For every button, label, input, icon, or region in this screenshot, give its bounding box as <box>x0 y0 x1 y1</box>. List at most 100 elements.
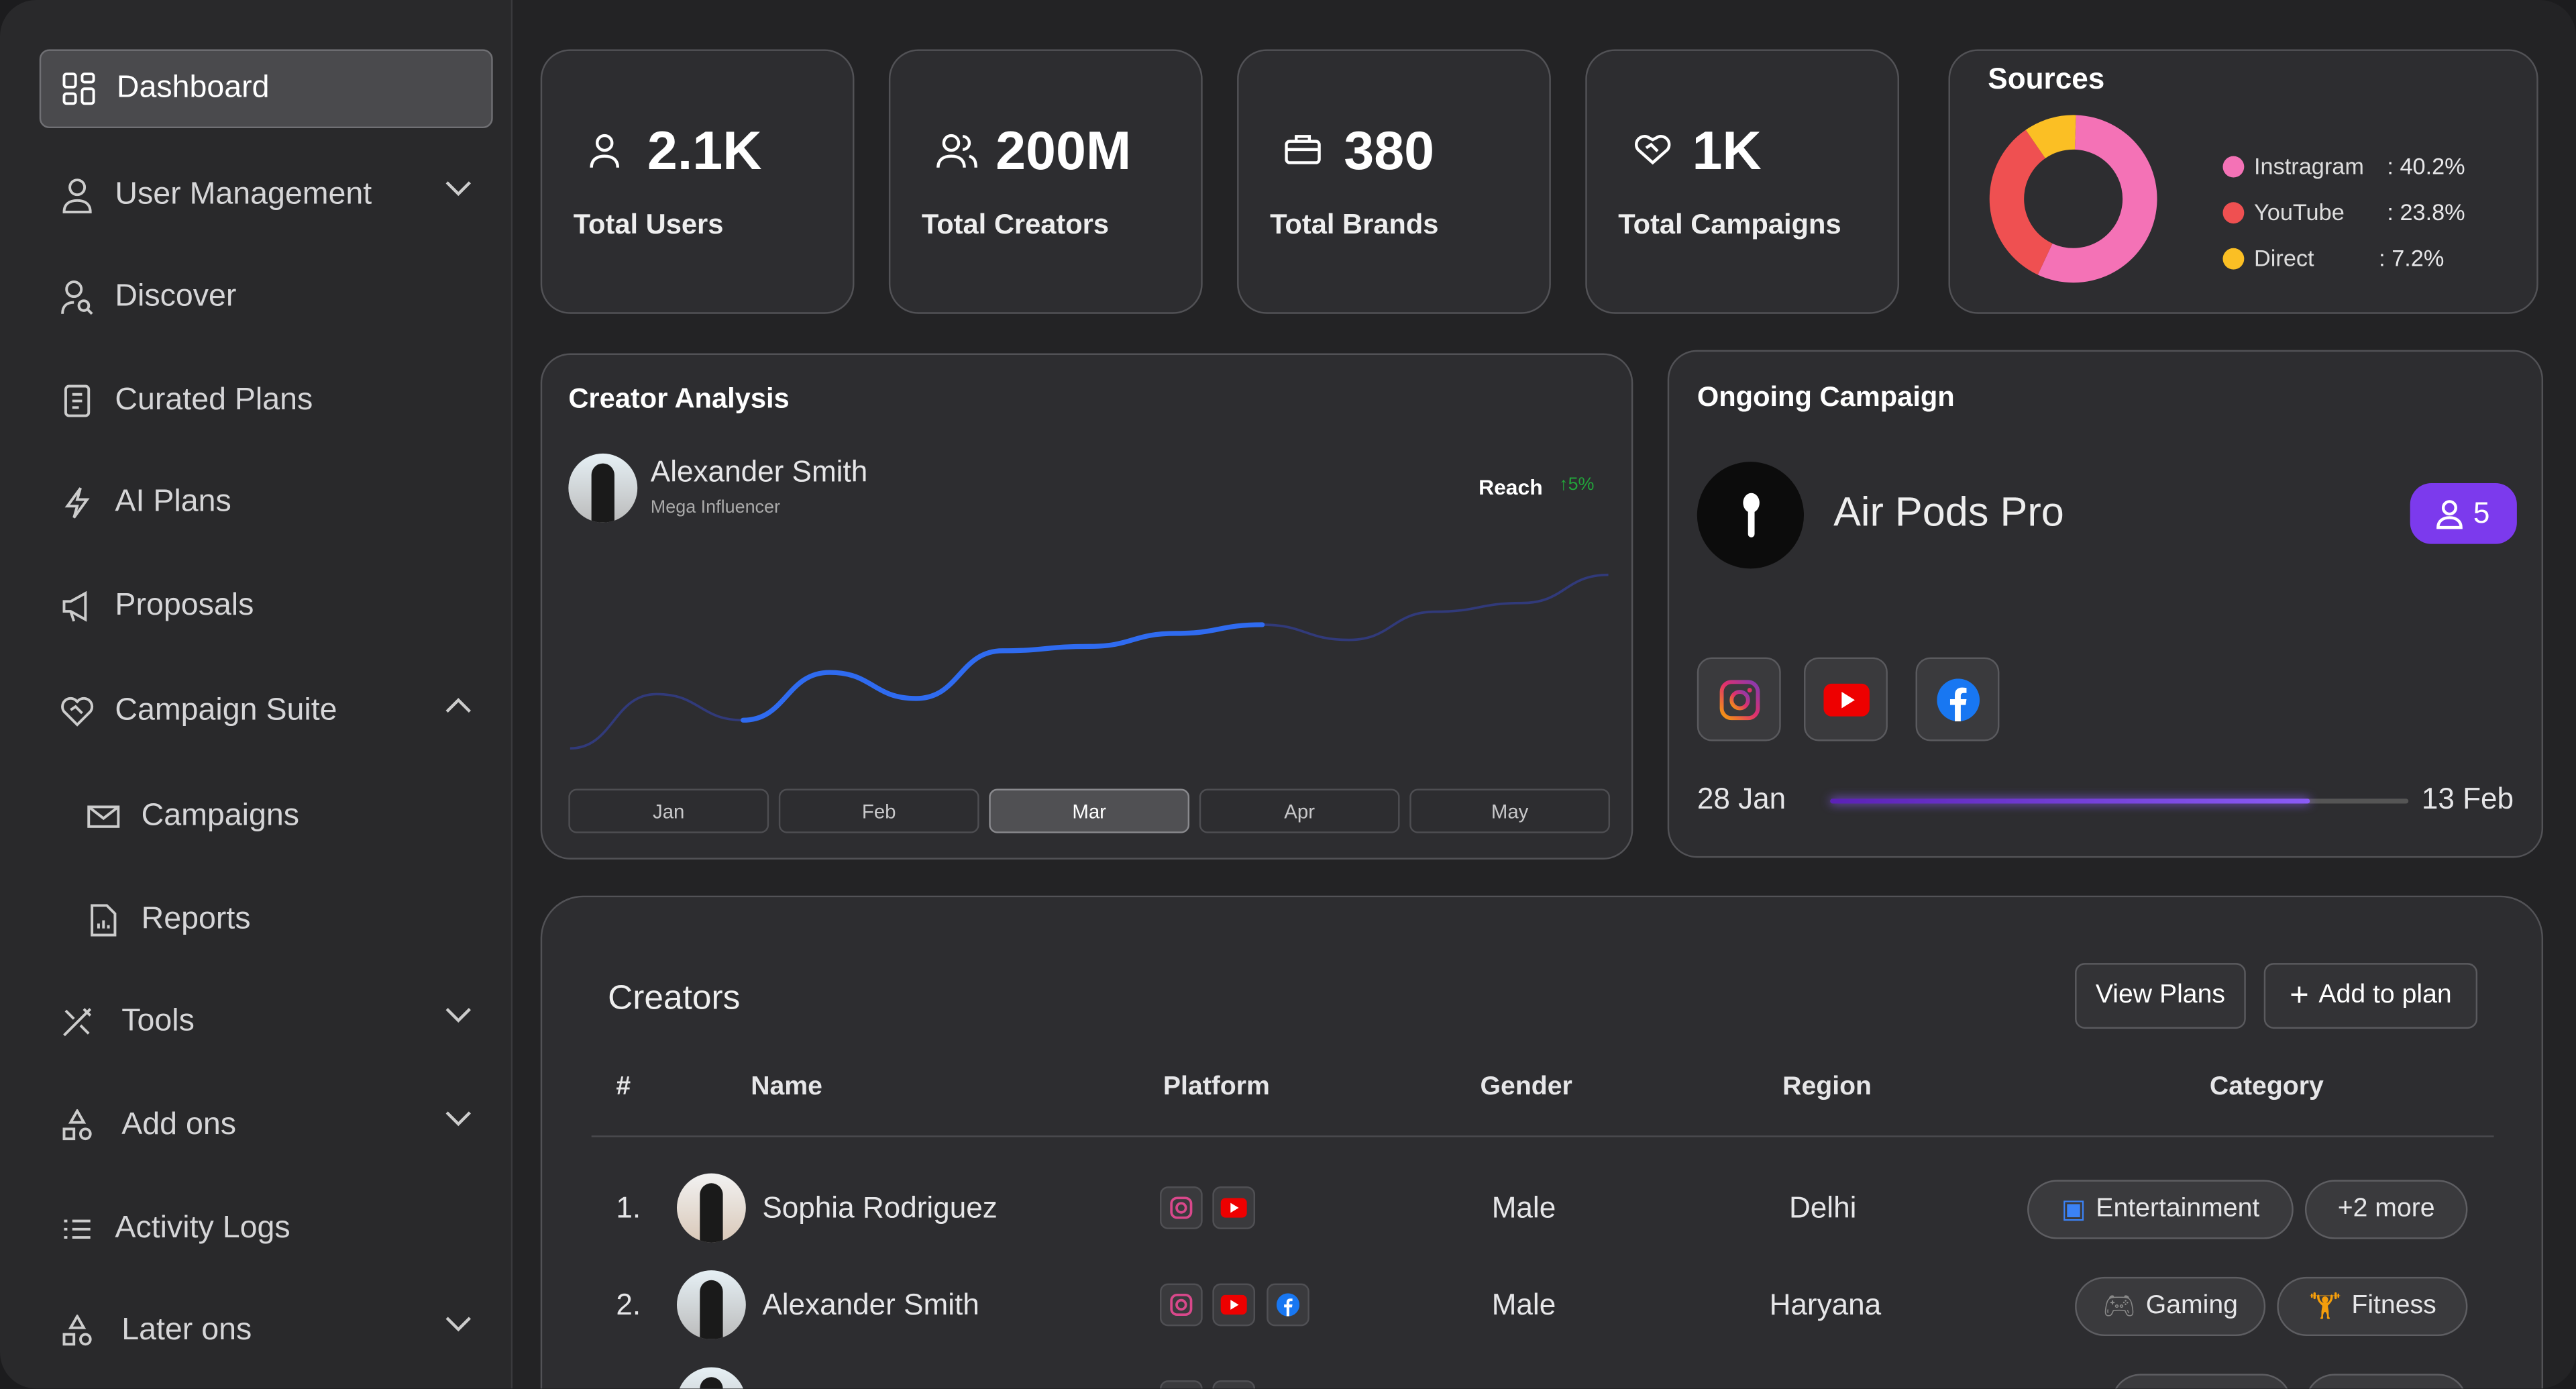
add-to-plan-button[interactable]: + Add to plan <box>2263 963 2478 1029</box>
legend-value: : 7.2% <box>2379 244 2445 272</box>
category-chip[interactable]: 🏋︎ Fitness <box>2277 1276 2468 1337</box>
airpods-icon <box>1742 492 1759 537</box>
gamepad-icon: 🎮︎ <box>2102 1293 2137 1321</box>
reach-change-value: 5% <box>1568 474 1595 495</box>
user-search-icon <box>59 279 95 315</box>
heart-handshake-icon <box>59 693 95 729</box>
facebook-button[interactable] <box>1915 657 2000 741</box>
sidebar-item-later-ons[interactable]: Later ons <box>40 1292 493 1371</box>
briefcase-icon <box>1285 135 1321 164</box>
region: Haryana <box>1769 1288 1882 1321</box>
sidebar-item-dashboard[interactable]: Dashboard <box>39 49 493 129</box>
stat-value: 200M <box>996 119 1132 181</box>
avatar <box>676 1173 746 1243</box>
stat-label: Total Users <box>573 209 724 240</box>
month-tab-jan[interactable]: Jan <box>568 788 769 833</box>
month-tab-feb[interactable]: Feb <box>778 788 979 833</box>
more-categories-chip[interactable]: +2 more <box>2304 1180 2468 1239</box>
stat-value: 2.1K <box>647 119 762 181</box>
view-plans-button[interactable]: View Plans <box>2075 963 2246 1029</box>
users-icon <box>936 134 977 168</box>
sidebar-item-proposals[interactable]: Proposals <box>40 567 493 646</box>
chevron-up-icon <box>445 698 471 713</box>
sidebar-item-reports[interactable]: Reports <box>66 881 519 960</box>
members-badge[interactable]: 5 <box>2410 483 2517 544</box>
sidebar-item-label: Reports <box>141 902 251 937</box>
avatar <box>676 1270 746 1339</box>
stat-card-brands: 380 Total Brands <box>1237 49 1551 314</box>
campaign-name: Air Pods Pro <box>1833 489 2064 536</box>
card-title: Creator Analysis <box>568 382 790 415</box>
column-header: Region <box>1782 1073 1872 1101</box>
legend-label: Instragram <box>2254 152 2364 179</box>
card-title: Creators <box>608 979 741 1017</box>
sidebar-item-label: Curated Plans <box>115 382 313 418</box>
sidebar-item-label: Tools <box>121 1004 195 1039</box>
sources-legend: Instragram: 40.2% YouTube: 23.8% Direct:… <box>2222 143 2465 281</box>
user-icon <box>590 134 620 168</box>
gender: Male <box>1491 1191 1556 1225</box>
sidebar-item-tools[interactable]: Tools <box>40 983 493 1062</box>
column-header: Platform <box>1163 1073 1270 1101</box>
row-number: 1. <box>616 1191 641 1225</box>
category-chip[interactable] <box>2304 1374 2468 1389</box>
stat-card-creators: 200M Total Creators <box>888 49 1203 314</box>
sidebar-item-user-management[interactable]: User Management <box>40 156 493 236</box>
creator-name[interactable]: Sophia Rodriguez <box>762 1191 998 1225</box>
sidebar: Dashboard User Management Discover Curat… <box>0 0 513 1389</box>
chevron-down-icon <box>445 1317 471 1332</box>
sidebar-item-discover[interactable]: Discover <box>40 258 493 337</box>
sidebar-item-ai-plans[interactable]: AI Plans <box>40 464 493 543</box>
divider <box>591 1135 2494 1137</box>
donut-slice-youtube <box>1989 130 2053 275</box>
reach-line <box>570 573 1609 750</box>
legend-label: YouTube <box>2254 199 2345 225</box>
legend-dot <box>2222 201 2245 223</box>
arrow-up-icon: ↑ <box>1559 474 1568 495</box>
campaign-progress-fill <box>1830 799 2310 804</box>
category-chip[interactable]: 🎮︎ Gaming <box>2075 1276 2266 1337</box>
donut-slice-direct <box>2025 115 2076 158</box>
instagram-icon <box>1159 1283 1203 1327</box>
heart-handshake-icon <box>1635 135 1671 165</box>
sidebar-item-add-ons[interactable]: Add ons <box>40 1086 493 1166</box>
megaphone-icon <box>59 588 95 625</box>
youtube-icon <box>1212 1186 1256 1229</box>
month-tab-apr[interactable]: Apr <box>1199 788 1400 833</box>
column-header: Gender <box>1480 1073 1572 1101</box>
sidebar-item-campaign-suite[interactable]: Campaign Suite <box>40 672 493 752</box>
facebook-icon <box>1936 678 1979 721</box>
stat-value: 380 <box>1344 119 1435 181</box>
month-tab-may[interactable]: May <box>1409 788 1611 833</box>
campaign-progress-bar <box>1830 799 2409 804</box>
instagram-button[interactable] <box>1697 657 1781 741</box>
youtube-button[interactable] <box>1804 657 1888 741</box>
shapes-icon <box>59 1313 95 1349</box>
column-header: # <box>616 1073 631 1101</box>
ongoing-campaign-card: Ongoing Campaign Air Pods Pro 5 28 Jan 1… <box>1667 350 2544 858</box>
sidebar-item-activity-logs[interactable]: Activity Logs <box>40 1190 493 1269</box>
category-chip[interactable]: ▣ Entertainment <box>2027 1180 2294 1239</box>
members-count: 5 <box>2473 496 2490 529</box>
donut-slice-instragram <box>2037 115 2157 283</box>
legend-item-youtube: YouTube: 23.8% <box>2222 189 2465 236</box>
sidebar-item-label: Proposals <box>115 588 254 623</box>
instagram-icon <box>1159 1186 1203 1229</box>
sidebar-item-curated-plans[interactable]: Curated Plans <box>40 362 493 441</box>
stat-label: Total Brands <box>1270 209 1439 240</box>
sidebar-item-label: Activity Logs <box>115 1211 290 1246</box>
sidebar-item-campaigns[interactable]: Campaigns <box>66 777 519 856</box>
creators-card: Creators View Plans + Add to plan # Name … <box>540 895 2544 1389</box>
sidebar-item-label: Campaigns <box>141 799 299 833</box>
chevron-down-icon <box>445 1111 471 1127</box>
shapes-icon <box>59 1108 95 1144</box>
facebook-icon <box>1267 1283 1309 1327</box>
region: Delhi <box>1788 1191 1857 1225</box>
sidebar-item-label: Dashboard <box>116 70 270 105</box>
bolt-icon <box>59 484 95 521</box>
chevron-down-icon <box>445 1008 471 1023</box>
month-tab-mar[interactable]: Mar <box>989 788 1190 833</box>
creator-name[interactable]: Alexander Smith <box>762 1288 979 1321</box>
category-chip[interactable] <box>2110 1374 2292 1389</box>
